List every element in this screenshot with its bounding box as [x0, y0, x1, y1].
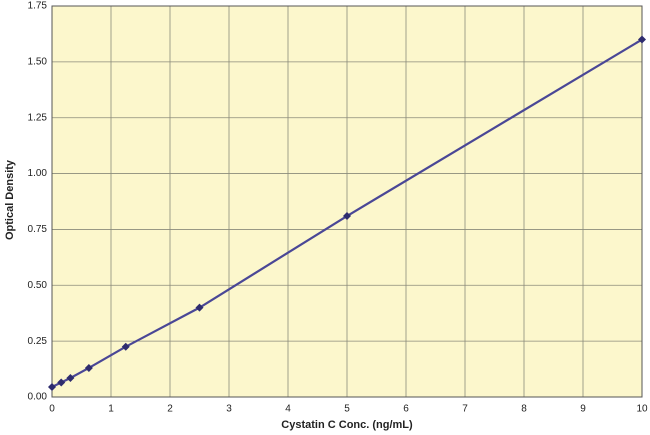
y-tick-label: 0.50 [28, 280, 48, 291]
y-tick-label: 0.00 [28, 392, 48, 403]
x-tick-label: 9 [580, 404, 586, 415]
plot-border [51, 5, 643, 398]
x-tick-label: 8 [521, 404, 527, 415]
data-point [84, 363, 93, 372]
y-tick-label: 0.25 [28, 336, 48, 347]
y-tick-label: 0.75 [28, 224, 48, 235]
data-point [48, 382, 56, 391]
y-tick-label: 1.50 [28, 56, 48, 67]
y-axis-title: Optical Density [4, 159, 16, 240]
x-tick-label: 7 [462, 404, 468, 415]
x-tick-label: 10 [636, 404, 648, 415]
x-tick-label: 6 [403, 404, 409, 415]
data-point [343, 212, 351, 221]
data-point [195, 303, 204, 312]
x-tick-label: 2 [167, 404, 173, 415]
data-point [57, 378, 66, 387]
x-tick-label: 3 [226, 404, 232, 415]
data-point [66, 374, 75, 383]
x-tick-label: 1 [108, 404, 114, 415]
x-tick-label: 5 [344, 404, 350, 415]
y-tick-label: 1.00 [28, 168, 48, 179]
x-axis-title: Cystatin C Conc. (ng/mL) [281, 419, 413, 431]
data-point [121, 342, 130, 351]
x-tick-label: 0 [49, 404, 55, 415]
x-tick-label: 4 [285, 404, 291, 415]
data-point [638, 35, 646, 44]
y-tick-label: 1.25 [28, 112, 48, 123]
y-tick-label: 1.75 [28, 1, 48, 12]
